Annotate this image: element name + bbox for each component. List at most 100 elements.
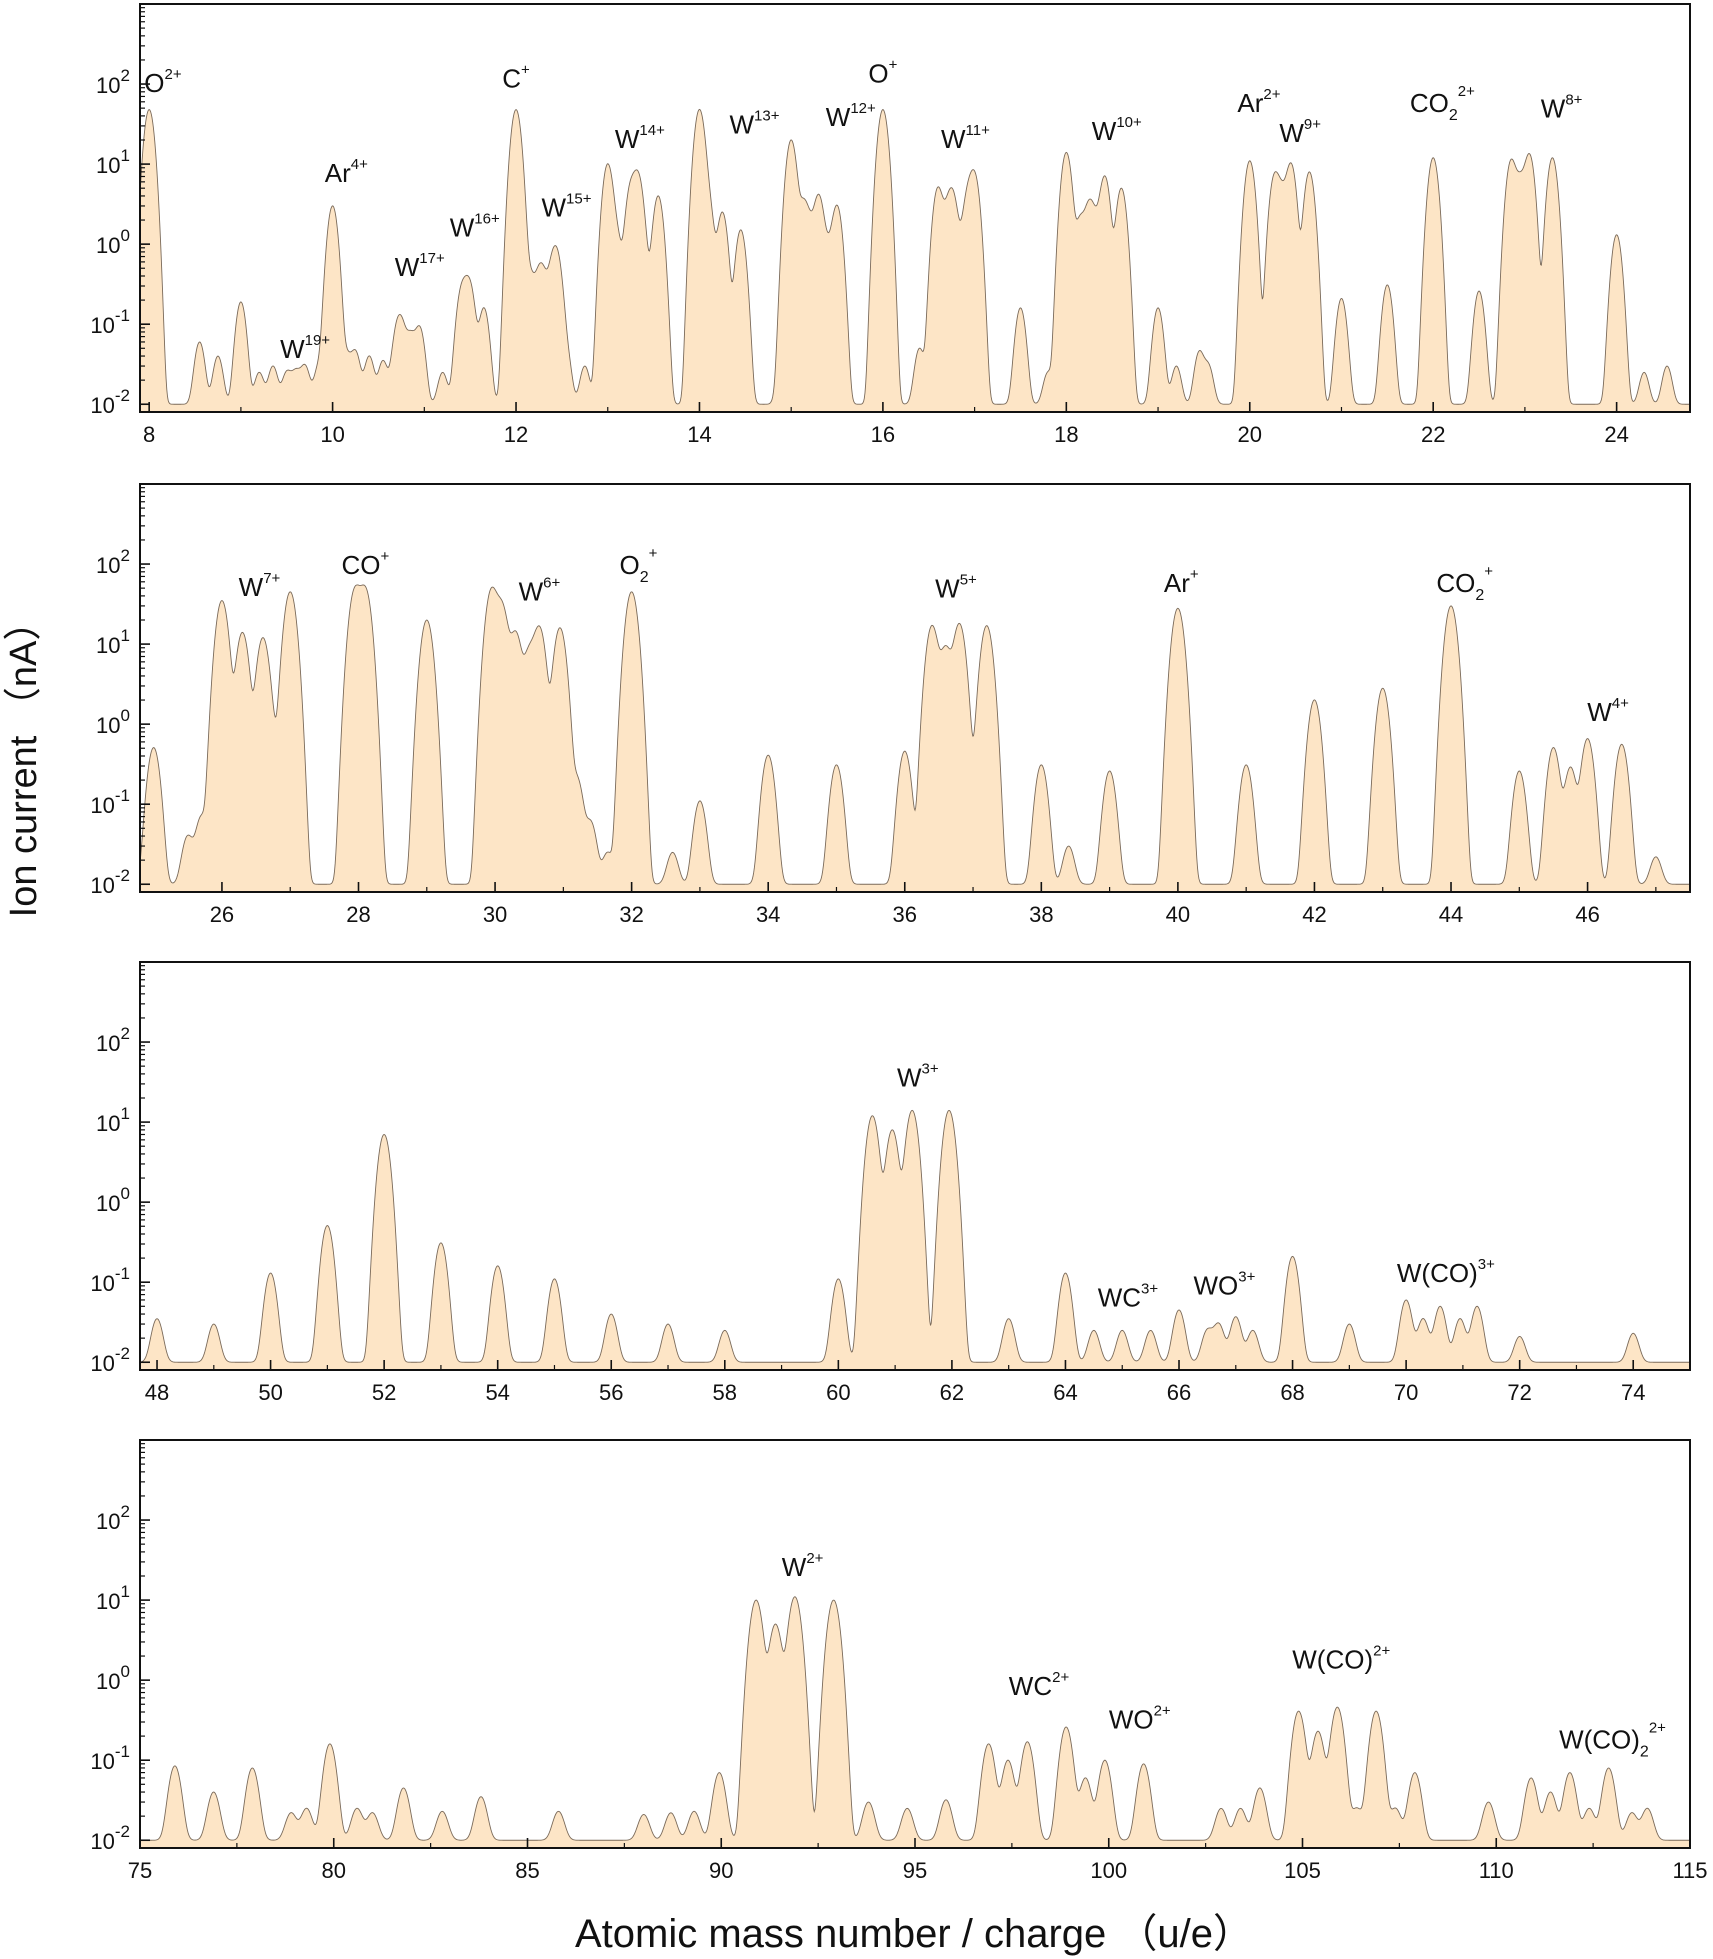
panel-frame [139, 961, 1691, 1371]
y-tick-label: 102 [96, 1502, 130, 1534]
peak-label: O2+ [620, 545, 658, 586]
peak-label: W6+ [519, 575, 561, 607]
spectrum-line [140, 1109, 1690, 1363]
peak-label: W14+ [615, 122, 665, 154]
peak-label: CO22+ [1410, 83, 1475, 124]
peak-label: W9+ [1279, 116, 1321, 148]
peak-label: W15+ [541, 191, 591, 223]
spectrum-area [140, 109, 1690, 412]
x-tick-label: 44 [1439, 902, 1463, 927]
x-tick-label: 100 [1090, 1858, 1127, 1883]
x-tick-label: 10 [320, 422, 344, 447]
x-tick-label: 34 [756, 902, 780, 927]
spectrum-panel-3: 10-2 10-1 100 101 102 48 50 52 54 56 58 60 62 64 66 68 7… [90, 961, 1691, 1405]
panel-frame [139, 483, 1691, 893]
x-tick-label: 75 [128, 1858, 152, 1883]
y-tick-label: 10-1 [90, 786, 130, 818]
x-tick-label: 26 [210, 902, 234, 927]
x-tick-label: 14 [687, 422, 711, 447]
peak-label: W11+ [941, 122, 990, 154]
panels-group: 10-2 10-1 100 101 102 8 10 12 14 16 18 20 22 24 O2+ W19… [90, 3, 1708, 1883]
y-tick-label: 10-1 [90, 1742, 130, 1774]
spectrum-panel-2: 10-2 10-1 100 101 102 26 28 30 32 34 36 38 40 42 44 46 W… [90, 483, 1691, 927]
peak-label: CO2+ [1436, 563, 1493, 604]
spectrum-line [140, 108, 1690, 405]
peak-label: W4+ [1587, 695, 1629, 727]
y-tick-label: 101 [96, 626, 130, 658]
spectrum-area [140, 1110, 1690, 1370]
peak-label: W(CO)22+ [1559, 1719, 1666, 1760]
peak-label: Ar+ [1164, 566, 1199, 598]
y-tick-label: 10-2 [90, 1822, 130, 1854]
x-tick-label: 8 [143, 422, 155, 447]
x-tick-label: 58 [713, 1380, 737, 1405]
spectrum-area [140, 1596, 1690, 1848]
x-tick-label: 36 [893, 902, 917, 927]
y-tick-label: 10-2 [90, 386, 130, 418]
x-tick-label: 110 [1479, 1858, 1514, 1883]
x-tick-label: 95 [903, 1858, 927, 1883]
x-tick-label: 22 [1421, 422, 1445, 447]
x-tick-label: 42 [1302, 902, 1326, 927]
y-tick-label: 102 [96, 66, 130, 98]
peak-label: W17+ [395, 250, 445, 282]
y-tick-label: 100 [96, 1184, 130, 1216]
spectrum-panel-1: 10-2 10-1 100 101 102 8 10 12 14 16 18 20 22 24 O2+ W19… [90, 3, 1691, 447]
x-tick-label: 52 [372, 1380, 396, 1405]
x-tick-label: 66 [1167, 1380, 1191, 1405]
peak-label: WC2+ [1009, 1669, 1070, 1701]
peak-label: CO+ [341, 548, 389, 580]
spectrum-line [140, 584, 1690, 885]
peak-label: W3+ [897, 1060, 939, 1092]
x-tick-label: 62 [940, 1380, 964, 1405]
x-tick-label: 74 [1621, 1380, 1645, 1405]
peak-label: W13+ [729, 108, 779, 140]
peak-label: WO2+ [1109, 1702, 1171, 1734]
x-tick-label: 70 [1394, 1380, 1418, 1405]
peak-label: W8+ [1541, 92, 1583, 124]
peak-label: W(CO)3+ [1397, 1256, 1495, 1288]
x-tick-label: 115 [1672, 1858, 1707, 1883]
x-tick-label: 48 [145, 1380, 169, 1405]
x-tick-label: 50 [258, 1380, 282, 1405]
x-tick-label: 20 [1238, 422, 1262, 447]
x-tick-label: 30 [483, 902, 507, 927]
y-tick-label: 102 [96, 1024, 130, 1056]
peak-label: W7+ [239, 570, 281, 602]
x-tick-label: 12 [504, 422, 528, 447]
y-axis-label: Ion current （nA） [3, 603, 45, 918]
y-tick-label: 10-2 [90, 866, 130, 898]
y-tick-label: 100 [96, 1662, 130, 1694]
x-tick-label: 18 [1054, 422, 1078, 447]
peak-label: O2+ [144, 66, 182, 98]
x-tick-label: 85 [515, 1858, 539, 1883]
y-tick-label: 100 [96, 706, 130, 738]
peak-label: WC3+ [1098, 1280, 1159, 1312]
x-tick-label: 56 [599, 1380, 623, 1405]
y-tick-label: 102 [96, 546, 130, 578]
y-tick-label: 101 [96, 146, 130, 178]
x-tick-label: 54 [485, 1380, 509, 1405]
x-tick-label: 64 [1053, 1380, 1077, 1405]
x-tick-label: 16 [871, 422, 895, 447]
x-tick-label: 38 [1029, 902, 1053, 927]
x-tick-label: 80 [322, 1858, 346, 1883]
spectrum-panel-4: 10-2 10-1 100 101 102 75 80 85 90 95 100 105 110 115 W… [90, 1439, 1708, 1883]
x-axis-label: Atomic mass number / charge （u/e） [575, 1912, 1253, 1956]
spectrum-line [140, 1596, 1690, 1841]
peak-label: W12+ [826, 100, 876, 132]
x-tick-label: 28 [346, 902, 370, 927]
x-tick-label: 68 [1280, 1380, 1304, 1405]
x-tick-label: 72 [1507, 1380, 1531, 1405]
x-tick-label: 24 [1604, 422, 1628, 447]
peak-label: W(CO)2+ [1292, 1642, 1390, 1674]
panel-frame [139, 3, 1691, 413]
peak-label: W2+ [782, 1550, 824, 1582]
x-tick-label: 40 [1166, 902, 1190, 927]
peak-label: W19+ [280, 332, 330, 364]
x-tick-label: 105 [1284, 1858, 1321, 1883]
peak-label: W5+ [935, 572, 977, 604]
peak-label: WO3+ [1193, 1269, 1255, 1301]
y-tick-label: 10-1 [90, 1264, 130, 1296]
